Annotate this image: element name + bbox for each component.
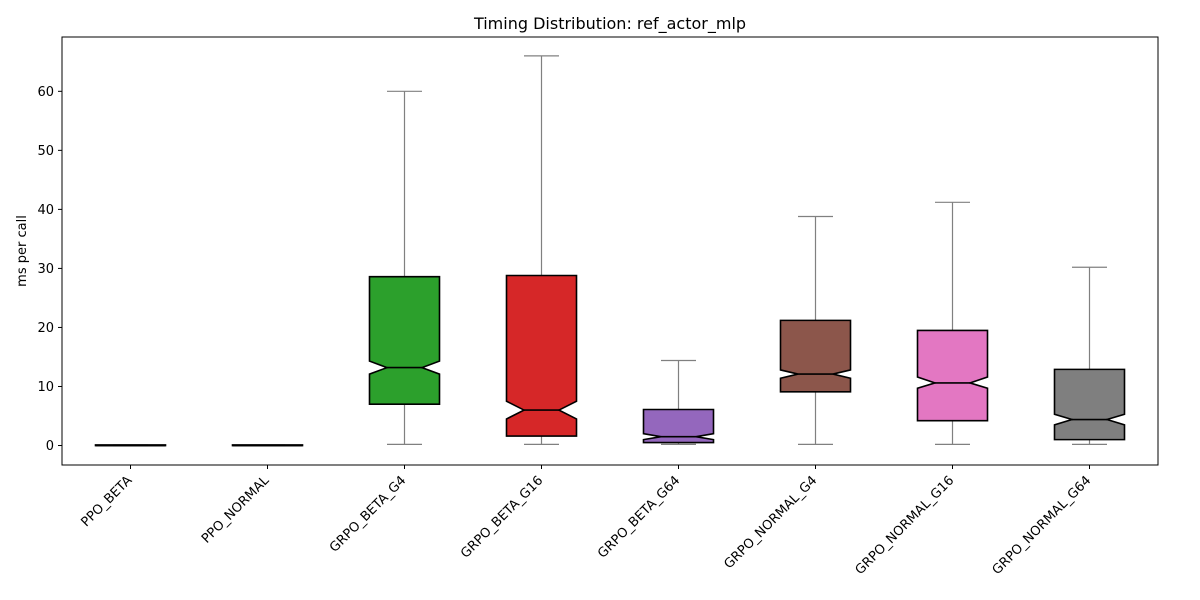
box-group [916,201,989,445]
x-axis: PPO_BETA PPO_NORMAL GRPO_BETA_G4 GRPO_BETA_… [78,465,1094,578]
box-group [231,444,304,447]
box-body [368,275,441,405]
plot-frame [61,36,1159,466]
x-tick-label: GRPO_BETA_G4 [327,473,409,555]
x-tick-label: GRPO_NORMAL_G16 [853,473,958,578]
y-tick-label: 20 [37,321,54,336]
y-tick-label: 40 [37,203,54,218]
x-tick-label: GRPO_BETA_G64 [595,473,683,561]
y-axis: 0 10 20 30 40 50 60 [37,85,62,454]
box-group [94,444,167,447]
y-tick-label: 60 [37,85,54,100]
x-tick-label: GRPO_NORMAL_G4 [721,473,820,572]
x-tick-label: GRPO_NORMAL_G64 [990,473,1095,578]
box-body [1053,368,1126,441]
y-tick-label: 30 [37,262,54,277]
chart-title: Timing Distribution: ref_actor_mlp [473,14,746,34]
box-group [642,359,715,445]
box-group [505,55,578,445]
box-body [916,329,989,422]
box-group [1053,266,1126,445]
y-axis-label: ms per call [15,215,30,287]
plot-area [94,55,1126,447]
box-body [505,274,578,437]
x-tick-label: PPO_BETA [78,473,135,530]
y-tick-label: 50 [37,144,54,159]
y-tick-label: 0 [46,439,54,454]
x-tick-label: PPO_NORMAL [199,473,273,547]
box-body [779,319,852,393]
x-tick-label: GRPO_BETA_G16 [458,473,546,561]
box-group [368,90,441,445]
box-group [779,215,852,445]
box-body [642,408,715,444]
y-tick-label: 10 [37,380,54,395]
